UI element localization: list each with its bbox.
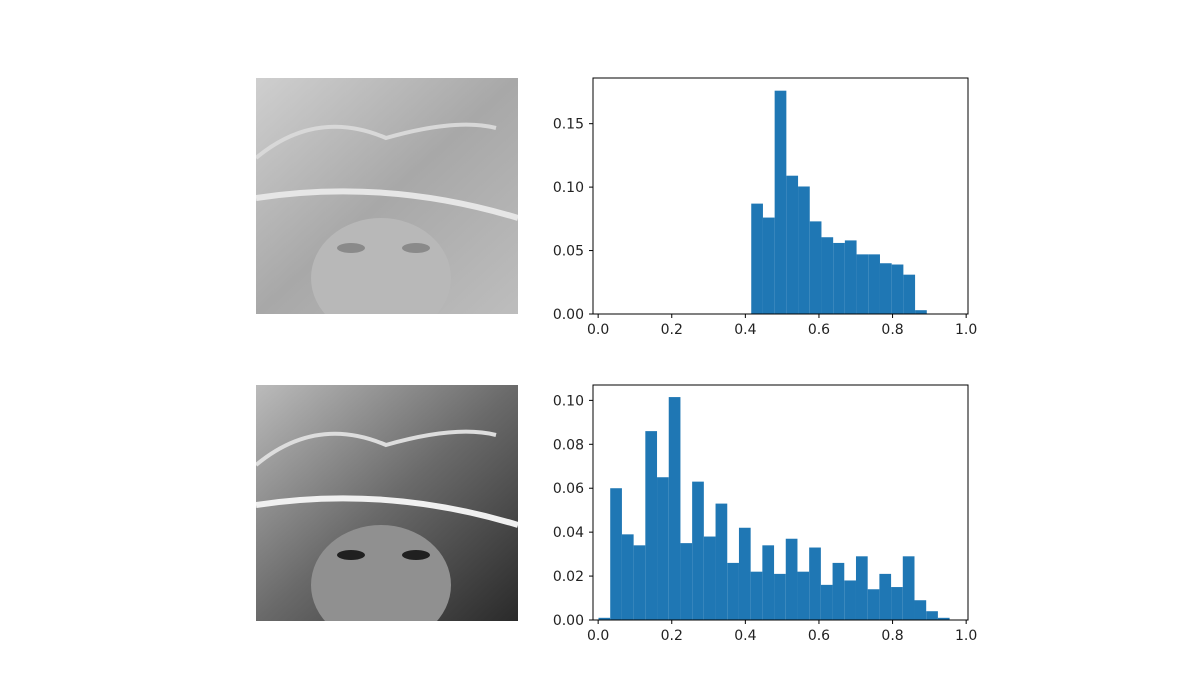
- axes-frame: [592, 384, 969, 621]
- x-tick-label: 1.0: [955, 322, 977, 338]
- x-tick-label: 0.8: [881, 322, 903, 338]
- histogram-bar: [680, 543, 693, 620]
- histogram-bar: [715, 503, 728, 620]
- histogram-bar: [668, 397, 681, 620]
- histogram-bar: [820, 584, 833, 620]
- histogram-bar: [915, 310, 927, 314]
- histogram-bar: [774, 90, 787, 314]
- y-tick-label: 0.00: [553, 307, 584, 323]
- y-tick-label: 0.06: [553, 481, 584, 497]
- histogram-bar: [891, 587, 903, 620]
- contrast-stretched-image: [256, 385, 518, 621]
- histogram-bar: [809, 221, 822, 314]
- histogram-bar: [914, 600, 927, 620]
- histogram-1: 0.0 0.2 0.4 0.6 0.8 1.0 0.00 0.05 0.10 0.15: [553, 77, 977, 338]
- histogram-bar: [903, 274, 916, 314]
- histogram-bar: [750, 571, 763, 620]
- histogram-2: 0.0 0.2 0.4 0.6 0.8 1.0 0.00 0.02 0.04 0.06 0.08 0.…: [553, 384, 977, 644]
- histogram-bar: [937, 617, 950, 620]
- histogram-bar: [598, 617, 611, 620]
- histogram-bar: [786, 175, 799, 314]
- histogram-bar: [868, 254, 880, 314]
- y-tick-label: 0.10: [553, 393, 584, 409]
- histogram-bar: [844, 580, 856, 620]
- x-tick-label: 0.8: [881, 628, 903, 644]
- y-tick-label: 0.00: [553, 613, 584, 629]
- histogram-bar: [809, 547, 821, 620]
- histogram-bar: [633, 545, 646, 620]
- histogram-bar: [610, 488, 622, 620]
- x-tick-label: 1.0: [955, 628, 977, 644]
- x-tick-label: 0.0: [587, 322, 609, 338]
- histogram-bar: [751, 203, 763, 314]
- y-tick-label: 0.04: [553, 525, 584, 541]
- x-tick-label: 0.6: [808, 628, 830, 644]
- x-tick-label: 0.0: [587, 628, 609, 644]
- histogram-bar: [832, 562, 845, 620]
- x-tick-label: 0.6: [808, 322, 830, 338]
- histogram-bar: [821, 237, 834, 314]
- y-tick-label: 0.02: [553, 569, 584, 585]
- histogram-bar: [645, 431, 658, 620]
- histogram-bar: [738, 527, 751, 620]
- y-tick-label: 0.08: [553, 437, 584, 453]
- face-photo-stretched: [256, 385, 518, 621]
- y-tick-label: 0.05: [553, 244, 584, 260]
- histogram-bar: [879, 263, 892, 314]
- histogram-bar: [657, 477, 669, 620]
- histogram-bar: [727, 562, 739, 620]
- face-photo-low-contrast: [256, 78, 518, 314]
- histogram-bar: [855, 556, 868, 620]
- histogram-bar: [692, 481, 704, 620]
- histogram-bar: [785, 538, 798, 620]
- original-image: [256, 78, 518, 314]
- x-tick-label: 0.4: [734, 322, 756, 338]
- histogram-bar: [774, 573, 786, 620]
- histogram-bar: [844, 240, 857, 314]
- x-tick-label: 0.4: [734, 628, 756, 644]
- histogram-bar: [762, 545, 775, 620]
- histogram-bar: [797, 571, 810, 620]
- histogram-bar: [856, 254, 869, 314]
- x-tick-label: 0.2: [661, 322, 683, 338]
- x-tick-label: 0.2: [661, 628, 683, 644]
- histogram-bar: [798, 186, 810, 314]
- histogram-bar: [833, 242, 845, 314]
- axes-frame: [592, 77, 969, 315]
- histogram-bar: [879, 573, 892, 620]
- y-tick-label: 0.15: [553, 117, 584, 133]
- histogram-bar: [902, 556, 915, 620]
- histogram-bar: [762, 217, 775, 314]
- histogram-bar: [891, 264, 904, 314]
- y-tick-label: 0.10: [553, 180, 584, 196]
- histogram-bar: [621, 534, 634, 620]
- histogram-bar: [926, 611, 938, 620]
- histogram-bar: [867, 589, 880, 620]
- histogram-bar: [703, 536, 716, 620]
